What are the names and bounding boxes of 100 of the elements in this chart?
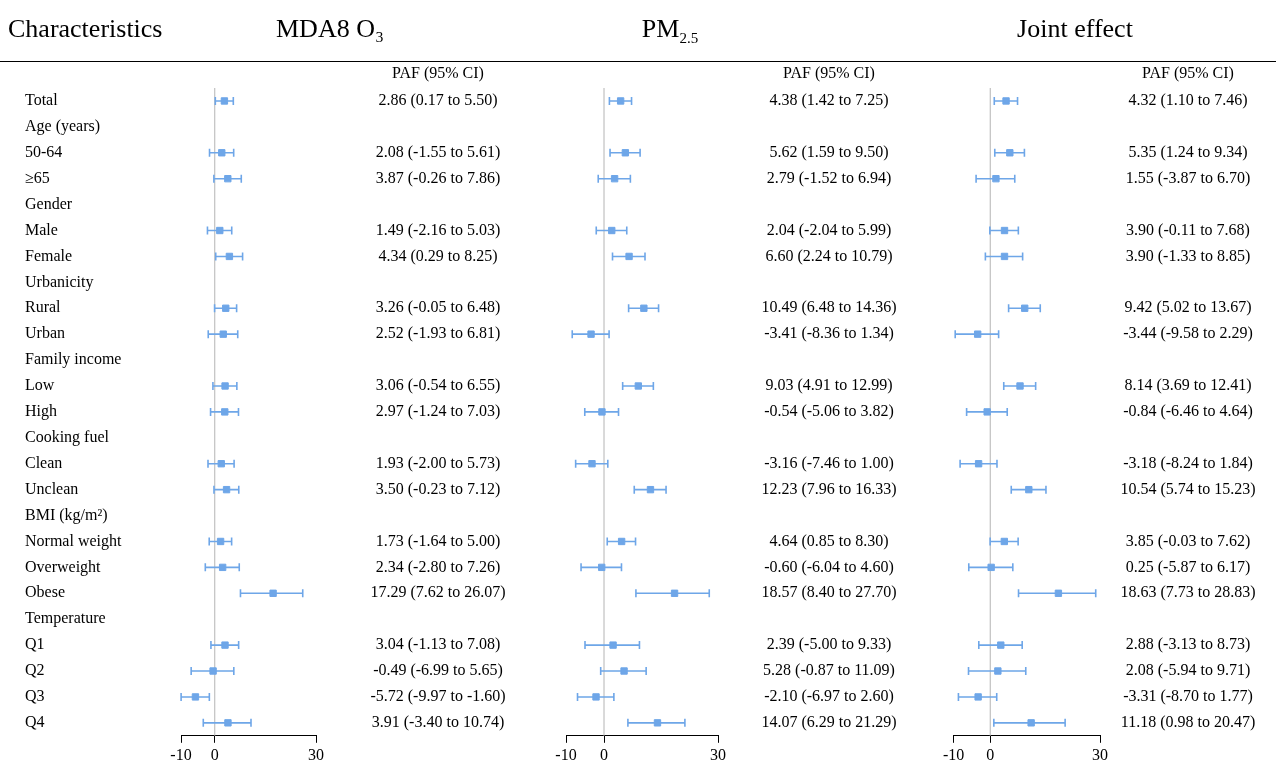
y-tick-label: 50-64: [25, 142, 63, 160]
point: [218, 563, 227, 572]
point: [221, 641, 229, 649]
data-label: -0.49 (-6.99 to 5.65): [373, 661, 503, 680]
text: PAF (95% CI): [392, 64, 484, 83]
data-label: 18.57 (8.40 to 27.70): [761, 583, 897, 602]
point: [634, 382, 642, 390]
data-label: 2.97 (-1.24 to 7.03): [375, 402, 501, 421]
x-tick-label: 30: [710, 745, 726, 763]
point: [973, 330, 982, 338]
data-label: 1.55 (-3.87 to 6.70): [1125, 168, 1251, 187]
point: [1025, 485, 1033, 494]
y-tick-label: ≥65: [25, 168, 50, 186]
point: [587, 330, 595, 338]
data-label: 18.63 (7.73 to 28.83): [1120, 583, 1256, 602]
y-tick-label: Obese: [25, 583, 65, 601]
point: [222, 304, 230, 312]
data-label: -0.60 (-6.04 to 4.60): [764, 557, 894, 576]
data-label: 4.34 (0.29 to 8.25): [378, 246, 498, 265]
y-axis-title: Characteristics: [8, 14, 163, 44]
point: [616, 97, 625, 105]
data-label: 12.23 (7.96 to 16.33): [761, 479, 897, 498]
point: [222, 485, 231, 494]
point: [983, 408, 991, 416]
data-label: 8.14 (3.69 to 12.41): [1124, 376, 1252, 395]
y-tick-label: Total: [25, 91, 59, 109]
point: [220, 97, 229, 105]
data-label: 3.06 (-0.54 to 6.55): [375, 376, 501, 395]
point: [224, 175, 232, 183]
point: [218, 149, 226, 157]
point: [1000, 537, 1009, 546]
data-label: 3.90 (-0.11 to 7.68): [1126, 220, 1250, 239]
x-tick-label: 30: [1092, 745, 1108, 763]
y-tick-label: Female: [25, 246, 73, 264]
data-label: -5.72 (-9.97 to -1.60): [370, 687, 506, 706]
data-label: 14.07 (6.29 to 21.29): [761, 713, 897, 732]
data-label: 5.62 (1.59 to 9.50): [769, 142, 889, 161]
point: [598, 408, 606, 416]
data-label: 17.29 (7.62 to 26.07): [370, 583, 506, 602]
point: [625, 252, 633, 261]
point: [987, 563, 995, 572]
data-label: 1.49 (-2.16 to 5.03): [375, 220, 501, 239]
data-label: 1.73 (-1.64 to 5.00): [375, 531, 501, 550]
text: PAF (95% CI): [1142, 64, 1234, 83]
data-label: -0.84 (-6.46 to 4.64): [1123, 402, 1253, 421]
chart-title: Joint effect: [1017, 14, 1133, 44]
y-tick-label: Q4: [25, 713, 45, 731]
data-label: -2.10 (-6.97 to 2.60): [764, 687, 894, 706]
y-tick-label: Cooking fuel: [25, 428, 110, 447]
point: [1027, 719, 1035, 727]
data-label: 1.93 (-2.00 to 5.73): [375, 453, 501, 472]
data-label: 2.08 (-5.94 to 9.71): [1125, 661, 1251, 680]
point: [646, 485, 655, 494]
data-label: 3.04 (-1.13 to 7.08): [375, 635, 501, 654]
y-tick-label: Overweight: [25, 557, 102, 576]
point: [588, 460, 596, 468]
y-tick-label: Rural: [25, 298, 62, 316]
point: [608, 226, 616, 235]
data-label: -3.18 (-8.24 to 1.84): [1123, 453, 1253, 472]
x-tick-label: -10: [943, 745, 965, 763]
data-label: 0.25 (-5.87 to 6.17): [1125, 557, 1251, 576]
y-tick-label: Temperature: [25, 609, 106, 628]
data-label: 4.32 (1.10 to 7.46): [1128, 91, 1248, 110]
point: [610, 175, 619, 183]
data-label: 3.91 (-3.40 to 10.74): [371, 713, 505, 732]
point: [209, 667, 217, 675]
data-label: 10.54 (5.74 to 15.23): [1120, 479, 1256, 498]
y-tick-label: High: [25, 402, 57, 421]
data-label: 2.79 (-1.52 to 6.94): [766, 168, 892, 187]
point: [269, 589, 277, 597]
point: [1006, 149, 1014, 157]
y-tick-label: Gender: [25, 194, 73, 212]
chart-title: PM$_{2.5}$: [641, 14, 699, 48]
data-label: 4.38 (1.42 to 7.25): [769, 91, 889, 110]
text: PAF (95% CI): [783, 64, 875, 83]
data-label: 5.35 (1.24 to 9.34): [1128, 142, 1248, 161]
data-label: 4.64 (0.85 to 8.30): [769, 531, 889, 550]
data-label: 3.87 (-0.26 to 7.86): [375, 168, 501, 187]
data-label: 3.85 (-0.03 to 7.62): [1125, 531, 1251, 550]
y-tick-label: Normal weight: [25, 531, 122, 550]
data-label: 2.04 (-2.04 to 5.99): [766, 220, 892, 239]
point: [1016, 382, 1024, 390]
x-tick-label: 0: [210, 745, 219, 763]
point: [217, 460, 225, 468]
y-tick-label: Low: [25, 376, 55, 394]
y-tick-label: Q1: [25, 635, 45, 653]
point: [617, 537, 626, 546]
data-label: 2.39 (-5.00 to 9.33): [766, 635, 892, 654]
data-label: 2.52 (-1.93 to 6.81): [375, 324, 501, 343]
point: [670, 589, 679, 597]
y-tick-label: Male: [25, 220, 58, 238]
point: [997, 641, 1005, 649]
point: [224, 719, 232, 727]
data-label: 9.42 (5.02 to 13.67): [1124, 298, 1252, 317]
y-tick-label: Family income: [25, 350, 122, 369]
y-tick-label: Unclean: [25, 479, 79, 497]
data-label: 2.88 (-3.13 to 8.73): [1125, 635, 1251, 654]
data-label: 2.08 (-1.55 to 5.61): [375, 142, 501, 161]
x-tick-label: 0: [600, 745, 608, 763]
data-label: 11.18 (0.98 to 20.47): [1120, 713, 1256, 732]
